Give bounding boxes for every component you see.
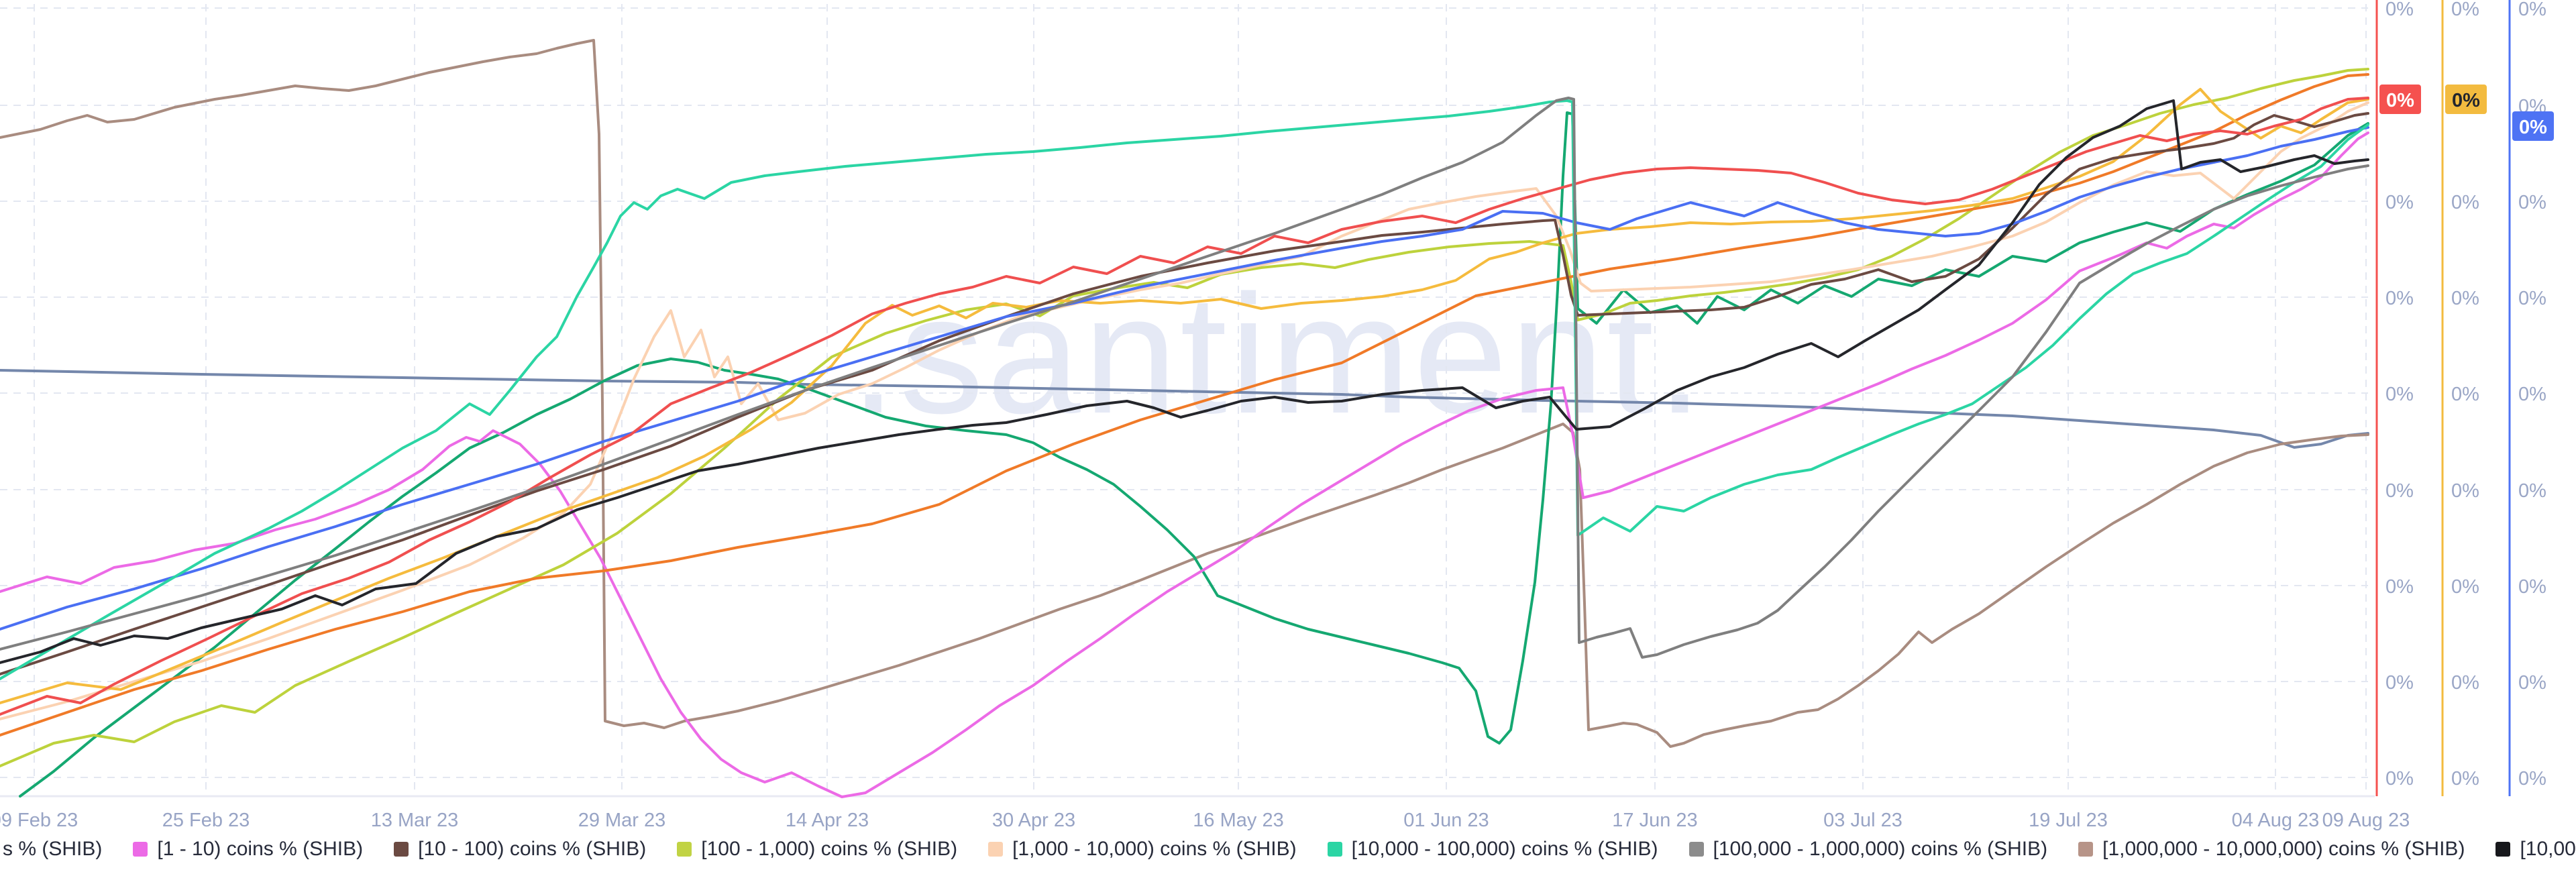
- legend-swatch-icon: [677, 842, 692, 857]
- red-axis-tick-label: 0%: [2385, 192, 2414, 213]
- yellow-axis-tick-label: 0%: [2451, 288, 2479, 309]
- legend-item-label: [100 - 1,000) coins % (SHIB): [701, 838, 958, 860]
- blue-axis-current-badge-label: 0%: [2519, 117, 2547, 138]
- blue-axis-tick-label: 0%: [2518, 768, 2546, 789]
- legend-item-1[interactable]: [1 - 10) coins % (SHIB): [133, 838, 363, 861]
- legend-swatch-icon: [133, 842, 148, 857]
- series-line-rosy-brown-1M-10M[interactable]: [0, 39, 2369, 748]
- series-line-orange[interactable]: [0, 73, 2369, 737]
- x-tick-label: 29 Mar 23: [578, 810, 666, 831]
- x-tick-label: 30 Apr 23: [992, 810, 1075, 831]
- blue-axis-tick-label: 0%: [2518, 0, 2546, 20]
- x-axis-labels: 09 Feb 23 25 Feb 23 13 Mar 23 29 Mar 23 14 A…: [0, 810, 2410, 831]
- legend-item-8[interactable]: [10,000,000 - 100,000,000) coins % (SHIB…: [2496, 838, 2576, 861]
- legend-swatch-icon: [1327, 842, 1342, 857]
- yellow-axis-tick-label: 0%: [2451, 480, 2479, 502]
- legend-item-label: [1 - 10) coins % (SHIB): [157, 838, 364, 860]
- blue-axis-tick-label: 0%: [2518, 576, 2546, 598]
- x-tick-label: 14 Apr 23: [786, 810, 869, 831]
- legend-item-4[interactable]: [1,000 - 10,000) coins % (SHIB): [988, 838, 1297, 861]
- legend-item-7[interactable]: [1,000,000 - 10,000,000) coins % (SHIB): [2078, 838, 2465, 861]
- legend-swatch-icon: [988, 842, 1004, 857]
- blue-axis-tick-label: 0%: [2518, 480, 2546, 502]
- santiment-watermark: .santiment.: [850, 260, 1707, 449]
- legend-item-label: [1,000 - 10,000) coins % (SHIB): [1012, 838, 1297, 860]
- blue-axis-tick-label: 0%: [2518, 384, 2546, 405]
- red-axis-tick-label: 0%: [2385, 384, 2414, 405]
- blue-axis-tick-label: 0%: [2518, 288, 2546, 309]
- axis-value-badges: 0% 0% 0%: [2379, 85, 2554, 141]
- legend-item-5[interactable]: [10,000 - 100,000) coins % (SHIB): [1327, 838, 1658, 861]
- x-tick-label: 09 Aug 23: [2322, 810, 2410, 831]
- x-tick-label: 09 Feb 23: [0, 810, 78, 831]
- legend-item-label: [100,000 - 1,000,000) coins % (SHIB): [1713, 838, 2048, 860]
- blue-axis-current-badge: [2512, 111, 2554, 141]
- legend-item-3[interactable]: [100 - 1,000) coins % (SHIB): [677, 838, 957, 861]
- series-line-dark-brown-10-100[interactable]: [0, 112, 2369, 675]
- red-axis-current-badge: [2379, 85, 2421, 114]
- blue-axis-tick-label: 0%: [2518, 192, 2546, 213]
- yellow-axis-current-badge-label: 0%: [2452, 90, 2480, 111]
- legend-item-6[interactable]: [100,000 - 1,000,000) coins % (SHIB): [1688, 838, 2048, 861]
- red-axis-tick-label: 0%: [2385, 576, 2414, 598]
- legend-item-label: [10,000 - 100,000) coins % (SHIB): [1351, 838, 1658, 860]
- red-axis-tick-label: 0%: [2385, 288, 2414, 309]
- yellow-axis-tick-label: 0%: [2451, 576, 2479, 598]
- legend-swatch-icon: [2078, 842, 2094, 857]
- legend-item-partial[interactable]: s % (SHIB): [3, 838, 102, 861]
- x-tick-label: 16 May 23: [1193, 810, 1283, 831]
- series-lines: [0, 39, 2369, 798]
- yellow-axis-tick-label: 0%: [2451, 0, 2479, 20]
- yellow-axis-tick-label: 0%: [2451, 768, 2479, 789]
- red-axis-tick-label: 0%: [2385, 768, 2414, 789]
- legend-item-label: [10,000,000 - 100,000,000) coins % (SHIB…: [2520, 838, 2576, 860]
- series-line-sea-green[interactable]: [19, 111, 2369, 798]
- legend-swatch-icon: [1688, 842, 1704, 857]
- x-tick-label: 03 Jul 23: [1823, 810, 1902, 831]
- red-axis-tick-label: 0%: [2385, 0, 2414, 20]
- series-line-slate-flat[interactable]: [0, 369, 2369, 449]
- series-line-gold[interactable]: [0, 88, 2369, 704]
- series-line-magenta-1-10[interactable]: [0, 131, 2369, 798]
- legend-swatch-icon: [2496, 842, 2511, 857]
- series-line-red[interactable]: [0, 97, 2369, 716]
- legend-item-2[interactable]: [10 - 100) coins % (SHIB): [394, 838, 646, 861]
- x-tick-label: 17 Jun 23: [1612, 810, 1697, 831]
- yellow-axis-tick-label: 0%: [2451, 672, 2479, 694]
- series-line-black-10M-100M[interactable]: [0, 99, 2369, 664]
- series-line-lime-100-1k[interactable]: [0, 68, 2369, 767]
- x-tick-label: 19 Jul 23: [2029, 810, 2108, 831]
- y-axes: 0% 0% 0% 0% 0% 0% 0% 0% 0% 0% 0% 0% 0% 0% 0% 0% 0% 0% 0% 0%…: [2375, 0, 2546, 796]
- yellow-axis-tick-label: 0%: [2451, 384, 2479, 405]
- legend-item-label: [1,000,000 - 10,000,000) coins % (SHIB): [2102, 838, 2465, 860]
- legend-swatch-icon: [394, 842, 409, 857]
- legend-item-label: [10 - 100) coins % (SHIB): [418, 838, 647, 860]
- chart-legend: s % (SHIB) [1 - 10) coins % (SHIB) [10 - 1…: [0, 829, 2576, 869]
- red-axis-current-badge-label: 0%: [2386, 90, 2414, 111]
- x-tick-label: 13 Mar 23: [371, 810, 459, 831]
- yellow-axis-current-badge: [2445, 85, 2487, 114]
- yellow-axis-tick-label: 0%: [2451, 192, 2479, 213]
- legend-item-label: s % (SHIB): [3, 838, 103, 860]
- series-line-teal-10k-100k[interactable]: [0, 99, 2369, 680]
- x-tick-label: 04 Aug 23: [2232, 810, 2320, 831]
- blue-axis-tick-label: 0%: [2518, 672, 2546, 694]
- red-axis-tick-label: 0%: [2385, 672, 2414, 694]
- series-line-gray-100k-1M[interactable]: [0, 97, 2369, 659]
- x-tick-label: 01 Jun 23: [1403, 810, 1489, 831]
- x-tick-label: 25 Feb 23: [162, 810, 250, 831]
- series-line-blue[interactable]: [0, 126, 2369, 631]
- red-axis-tick-label: 0%: [2385, 480, 2414, 502]
